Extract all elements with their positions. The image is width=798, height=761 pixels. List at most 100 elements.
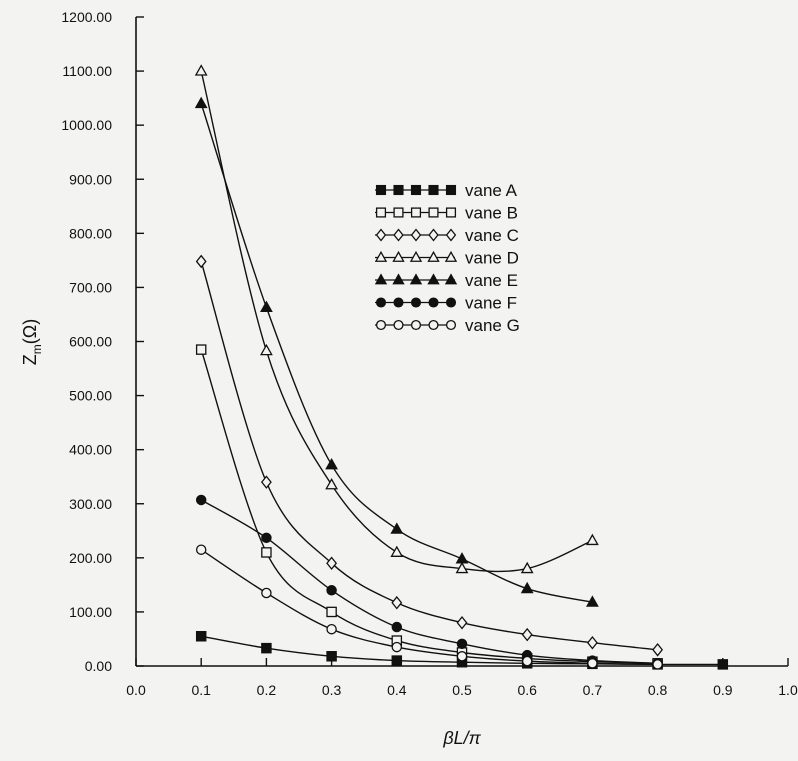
y-tick-label: 1000.00	[61, 117, 112, 133]
y-tick-label: 900.00	[69, 171, 112, 187]
series-line-6	[200, 499, 658, 664]
data-point	[261, 547, 272, 558]
data-point	[652, 642, 664, 657]
x-tick-label: 0.6	[517, 682, 537, 698]
data-point	[456, 615, 468, 630]
data-point	[455, 552, 469, 564]
data-point	[456, 638, 468, 650]
data-point	[586, 595, 599, 607]
data-point	[195, 254, 207, 269]
legend-marker	[393, 319, 404, 331]
series-markers-2	[195, 344, 663, 669]
y-axis-label-subscript: m	[30, 344, 44, 354]
legend-marker	[428, 297, 439, 308]
legend-marker	[392, 250, 405, 262]
y-tick-label: 300.00	[69, 496, 112, 512]
legend-item: vane C	[375, 226, 519, 245]
series-line-5	[200, 103, 593, 603]
legend-marker	[410, 228, 422, 242]
legend-marker	[410, 207, 422, 218]
series-markers-7	[195, 544, 663, 670]
x-tick-label: 0.8	[648, 682, 668, 698]
data-point	[194, 64, 208, 76]
legend-marker	[445, 184, 457, 196]
data-point	[326, 623, 337, 635]
y-tick-label: 800.00	[69, 225, 112, 241]
legend-marker	[393, 184, 404, 196]
y-tick-label: 400.00	[69, 442, 112, 458]
legend-marker	[375, 319, 387, 331]
legend-marker	[445, 319, 457, 331]
y-tick-label: 1200.00	[61, 9, 112, 25]
data-point	[587, 658, 598, 669]
y-tick-label: 700.00	[69, 279, 112, 295]
legend-label: vane B	[465, 204, 518, 223]
data-point	[326, 651, 337, 662]
data-point	[325, 477, 338, 490]
data-point	[260, 475, 272, 489]
legend-marker	[445, 228, 457, 242]
legend-label: vane D	[465, 249, 519, 268]
data-point	[390, 522, 404, 534]
data-point	[325, 457, 338, 470]
y-tick-label: 1100.00	[62, 63, 112, 79]
series-markers	[194, 64, 729, 670]
legend-marker	[375, 207, 387, 218]
x-tick-label: 0.3	[322, 682, 342, 698]
y-axis-label: Zm(Ω)	[20, 319, 44, 365]
series-markers-4	[194, 64, 599, 574]
legend-marker	[444, 250, 458, 262]
legend-marker	[393, 228, 404, 242]
legend-label: vane A	[465, 181, 518, 200]
data-point	[456, 651, 468, 662]
y-tick-label: 500.00	[69, 388, 112, 404]
legend-marker	[428, 184, 439, 196]
data-point	[521, 655, 533, 667]
legend-marker	[374, 273, 388, 285]
data-point	[261, 587, 272, 599]
legend-marker	[428, 207, 439, 218]
data-point	[326, 585, 337, 596]
x-tick-label: 0.1	[191, 682, 211, 698]
legend-marker	[375, 228, 387, 242]
legend-item: vane A	[375, 181, 518, 200]
data-point	[391, 655, 403, 666]
y-axis-label-tail: (Ω)	[20, 319, 40, 344]
legend-marker	[375, 184, 387, 196]
x-tick-label: 0.2	[257, 682, 277, 698]
data-point	[717, 659, 729, 670]
legend-marker	[427, 250, 440, 262]
legend-marker	[428, 319, 439, 331]
x-tick-label: 1.0	[778, 682, 798, 698]
legend-marker	[393, 297, 404, 308]
legend-marker	[410, 319, 422, 331]
data-point	[391, 621, 403, 633]
series-markers-3	[195, 254, 664, 657]
legend-item: vane E	[374, 271, 518, 290]
x-tick-label: 0.9	[713, 682, 733, 698]
x-tick-label: 0.4	[387, 682, 407, 698]
legend-marker	[409, 273, 423, 285]
legend-label: vane E	[465, 271, 518, 290]
data-point	[391, 595, 403, 610]
legend-item: vane B	[375, 204, 518, 223]
y-tick-label: 0.00	[85, 658, 112, 674]
data-point	[195, 494, 207, 506]
data-point	[194, 96, 208, 109]
data-point	[520, 561, 534, 574]
data-point	[586, 635, 598, 650]
data-point	[652, 659, 663, 670]
legend-label: vane C	[465, 226, 519, 245]
legend-marker	[445, 297, 457, 308]
y-axis-label-main: Z	[20, 354, 40, 365]
legend-item: vane D	[374, 249, 519, 268]
axes: 0.00 100.00 200.00 300.00 400.00 500.00 600.00…	[61, 9, 798, 698]
series-markers-5	[194, 96, 599, 607]
data-point	[391, 641, 403, 653]
series-line-2	[200, 349, 658, 664]
data-point	[195, 344, 207, 355]
data-point	[390, 545, 404, 557]
y-tick-label: 600.00	[69, 334, 112, 350]
